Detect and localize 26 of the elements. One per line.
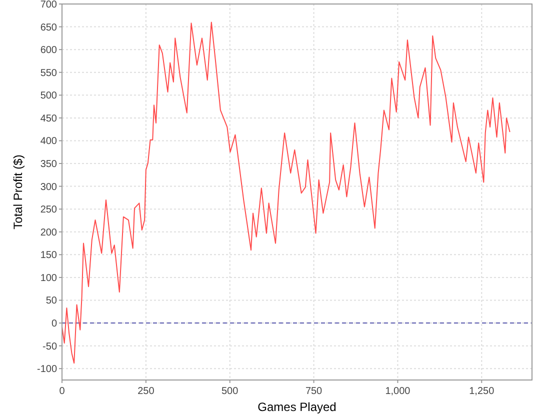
x-axis-title: Games Played: [258, 400, 336, 414]
x-tick-label: 0: [59, 386, 66, 397]
y-tick-label: 500: [40, 90, 58, 102]
y-tick-label: -50: [42, 341, 58, 352]
y-tick-label: 700: [40, 0, 58, 10]
y-tick-label: 350: [40, 159, 58, 170]
y-tick-label: -100: [36, 364, 58, 376]
y-tick-label: 250: [40, 204, 58, 216]
y-axis-title: Total Profit ($): [11, 154, 25, 230]
y-tick-label: 600: [40, 45, 58, 56]
x-tick-label: 500: [222, 386, 239, 397]
y-tick-label: 650: [40, 22, 58, 34]
x-tick-label: 1,000: [385, 386, 411, 397]
y-tick-label: 150: [40, 250, 58, 262]
x-tick-label: 1,250: [469, 386, 495, 397]
y-tick-label: 200: [40, 227, 58, 238]
y-tick-label: 300: [40, 182, 58, 193]
y-tick-label: 450: [40, 113, 58, 124]
line-series: [62, 22, 510, 364]
y-tick-label: 0: [51, 318, 58, 330]
y-tick-label: 550: [40, 68, 58, 79]
x-tick-label: 750: [305, 386, 323, 397]
y-tick-label: 400: [40, 136, 58, 148]
x-tick-label: 250: [138, 386, 155, 397]
y-tick-label: 50: [46, 296, 58, 307]
y-tick-label: 100: [40, 272, 58, 284]
